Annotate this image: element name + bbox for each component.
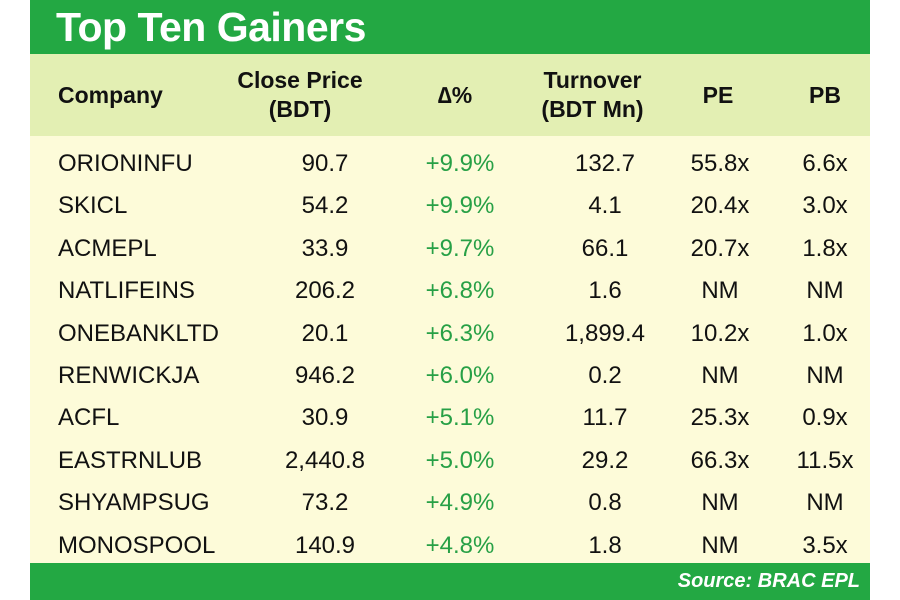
cell-pb: NM [806, 277, 844, 305]
cell-company: NATLIFEINS [58, 277, 195, 305]
footer-bar: Source: BRAC EPL [30, 563, 870, 600]
header-close-price: Close Price (BDT) [225, 54, 375, 136]
table-row: ACFL 30.9 +5.1% 11.7 25.3x 0.9x [30, 397, 870, 439]
cell-turnover: 132.7 [574, 150, 636, 177]
cell-pb: 3.5x [802, 531, 848, 559]
cell-pe: 10.2x [690, 319, 750, 347]
table-title: Top Ten Gainers [56, 4, 366, 50]
header-turnover-line1: Turnover [543, 67, 642, 93]
cell-close-price: 73.2 [301, 489, 349, 517]
table-row: ORIONINFU 90.7 +9.9% 132.7 55.8x 6.6x [30, 143, 870, 185]
cell-pe: 20.4x [690, 192, 750, 220]
cell-company: ACMEPL [58, 234, 157, 262]
table-row: MONOSPOOL 140.9 +4.8% 1.8 NM 3.5x [30, 525, 870, 567]
cell-turnover: 11.7 [582, 404, 628, 432]
table-row: ACMEPL 33.9 +9.7% 66.1 20.7x 1.8x [30, 228, 870, 270]
cell-pe: 20.7x [690, 234, 750, 262]
cell-turnover: 1.6 [588, 277, 622, 305]
column-header-row: Company Close Price (BDT) ∆% Turnover (B… [30, 54, 870, 136]
cell-change: +6.8% [425, 277, 495, 305]
source-credit: Source: BRAC EPL [677, 570, 860, 592]
cell-change: +5.0% [425, 446, 495, 474]
header-pb: PB [809, 81, 841, 108]
table-row: SHYAMPSUG 73.2 +4.9% 0.8 NM NM [30, 482, 870, 524]
cell-turnover: 1.8 [588, 531, 622, 559]
cell-change: +9.9% [425, 192, 495, 220]
cell-company: ONEBANKLTD [58, 319, 219, 347]
cell-change: +6.0% [425, 361, 495, 389]
cell-change: +5.1% [425, 404, 495, 432]
cell-turnover: 4.1 [588, 192, 622, 220]
cell-pe: 66.3x [690, 446, 750, 474]
cell-pb: NM [806, 489, 844, 517]
cell-company: ORIONINFU [58, 150, 193, 177]
cell-pb: NM [806, 361, 844, 389]
cell-close-price: 90.7 [301, 150, 349, 177]
cell-company: RENWICKJA [58, 361, 200, 389]
cell-pb: 6.6x [802, 150, 848, 177]
cell-change: +9.7% [425, 234, 495, 262]
cell-pb: 3.0x [802, 192, 848, 220]
title-bar: Top Ten Gainers [30, 0, 870, 54]
cell-close-price: 140.9 [294, 531, 356, 559]
gainers-table-card: Top Ten Gainers Company Close Price (BDT… [30, 0, 870, 600]
cell-pe: NM [701, 531, 739, 559]
cell-pb: 1.8x [802, 234, 848, 262]
cell-close-price: 33.9 [301, 234, 349, 262]
cell-pb: 1.0x [802, 319, 848, 347]
cell-company: MONOSPOOL [58, 531, 216, 559]
cell-close-price: 206.2 [294, 277, 356, 305]
table-body: ORIONINFU 90.7 +9.9% 132.7 55.8x 6.6x SK… [30, 143, 870, 567]
cell-pe: NM [701, 361, 739, 389]
header-close-price-line2: (BDT) [268, 96, 332, 122]
cell-close-price: 54.2 [301, 192, 349, 220]
cell-pe: 25.3x [690, 404, 750, 432]
cell-turnover: 29.2 [581, 446, 629, 474]
header-change: ∆% [437, 81, 473, 108]
cell-close-price: 946.2 [294, 361, 356, 389]
header-turnover-line2: (BDT Mn) [541, 96, 644, 122]
cell-company: ACFL [58, 404, 120, 432]
cell-turnover: 0.8 [588, 489, 622, 517]
cell-company: SHYAMPSUG [58, 489, 210, 517]
table-row: SKICL 54.2 +9.9% 4.1 20.4x 3.0x [30, 185, 870, 227]
cell-turnover: 66.1 [581, 234, 629, 262]
header-turnover: Turnover (BDT Mn) [520, 54, 665, 136]
table-row: RENWICKJA 946.2 +6.0% 0.2 NM NM [30, 355, 870, 397]
cell-pe: NM [701, 489, 739, 517]
cell-close-price: 20.1 [301, 319, 349, 347]
table-row: NATLIFEINS 206.2 +6.8% 1.6 NM NM [30, 270, 870, 312]
cell-close-price: 2,440.8 [284, 446, 366, 474]
cell-pe: NM [701, 277, 739, 305]
cell-turnover: 0.2 [588, 361, 622, 389]
cell-change: +4.8% [425, 531, 495, 559]
cell-pb: 11.5x [796, 446, 854, 474]
cell-close-price: 30.9 [301, 404, 349, 432]
cell-change: +6.3% [425, 319, 495, 347]
header-company: Company [58, 81, 163, 108]
cell-turnover: 1,899.4 [564, 319, 646, 347]
cell-company: EASTRNLUB [58, 446, 203, 474]
table-row: ONEBANKLTD 20.1 +6.3% 1,899.4 10.2x 1.0x [30, 313, 870, 355]
cell-change: +9.9% [425, 150, 495, 177]
cell-pb: 0.9x [802, 404, 848, 432]
cell-pe: 55.8x [690, 150, 750, 177]
header-close-price-line1: Close Price [237, 67, 363, 93]
cell-change: +4.9% [425, 489, 495, 517]
cell-company: SKICL [58, 192, 128, 220]
table-row: EASTRNLUB 2,440.8 +5.0% 29.2 66.3x 11.5x [30, 440, 870, 482]
header-pe: PE [702, 81, 734, 108]
